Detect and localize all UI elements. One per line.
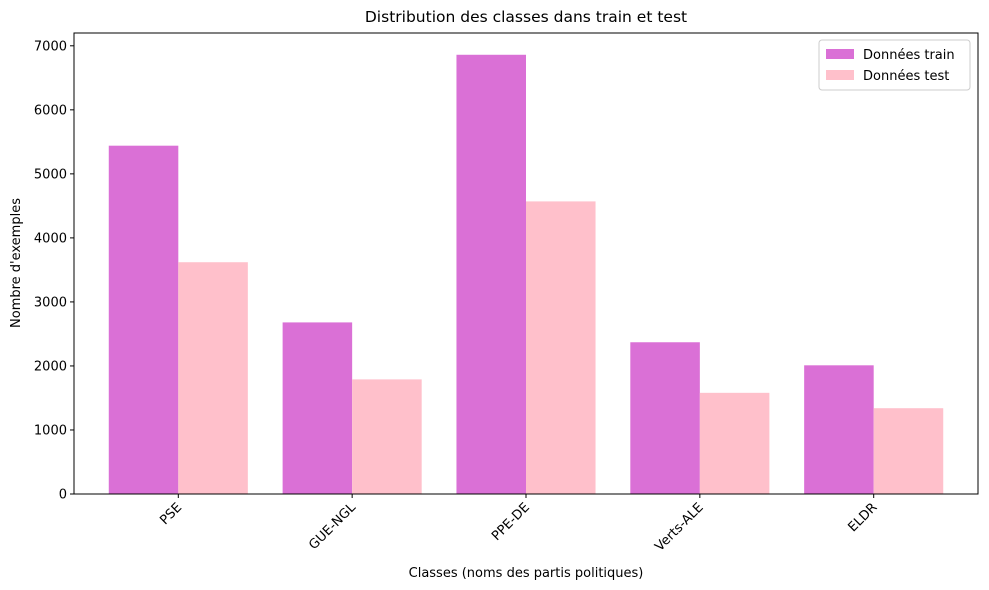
y-tick-label: 1000	[34, 423, 67, 438]
legend-swatch	[826, 49, 854, 59]
bar-donn-es-test-eldr	[873, 408, 944, 494]
y-tick-label: 3000	[34, 295, 67, 310]
y-axis-label: Nombre d'exemples	[9, 198, 24, 328]
bar-donn-es-train-eldr	[804, 365, 874, 494]
y-axis: 0 1000 2000 3000 4000 5000 6000 7000	[34, 39, 74, 503]
bar-donn-es-test-pse	[178, 262, 248, 494]
bar-donn-es-train-gue-ngl	[282, 322, 353, 494]
y-tick-label: 7000	[34, 39, 67, 54]
legend-box	[818, 39, 971, 91]
y-tick-label: 0	[59, 488, 67, 503]
bar-donn-es-test-ppe-de	[526, 201, 596, 494]
y-tick-label: 6000	[34, 103, 67, 118]
x-axis-label: Classes (noms des partis politiques)	[409, 566, 644, 581]
bar-donn-es-train-ppe-de	[456, 54, 526, 495]
bars-group	[108, 54, 944, 495]
legend-swatch	[826, 70, 854, 80]
y-tick-label: 4000	[34, 231, 67, 246]
bar-donn-es-test-gue-ngl	[352, 379, 422, 494]
bar-donn-es-train-pse	[108, 145, 179, 494]
legend-label: Données test	[863, 69, 949, 84]
y-tick-label: 5000	[34, 167, 67, 182]
y-tick-label: 2000	[34, 359, 67, 374]
chart-title: Distribution des classes dans train et t…	[365, 8, 687, 26]
legend-label: Données train	[863, 48, 955, 63]
bar-donn-es-test-verts-ale	[699, 392, 770, 494]
bar-donn-es-train-verts-ale	[630, 342, 700, 494]
legend: Données train Données test	[818, 39, 971, 91]
